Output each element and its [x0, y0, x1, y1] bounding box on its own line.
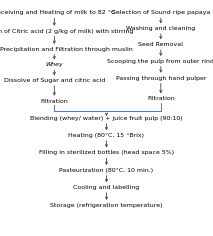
- Text: Dissolve of Sugar and citric acid: Dissolve of Sugar and citric acid: [4, 78, 105, 83]
- Text: Cooling and labelling: Cooling and labelling: [73, 185, 140, 190]
- Text: Heating (80°C, 15 °Brix): Heating (80°C, 15 °Brix): [69, 133, 144, 138]
- Text: Blending (whey/ water) + juice fruit pulp (90:10): Blending (whey/ water) + juice fruit pul…: [30, 116, 183, 121]
- Text: Whey: Whey: [45, 62, 63, 67]
- Text: Selection of Sound ripe papaya: Selection of Sound ripe papaya: [112, 10, 210, 16]
- Text: Pasteurization (80°C, 10 min.): Pasteurization (80°C, 10 min.): [59, 168, 154, 173]
- Text: Washing and cleaning: Washing and cleaning: [126, 26, 196, 31]
- Text: Addition of Citric acid (2 g/kg of milk) with stirring: Addition of Citric acid (2 g/kg of milk)…: [0, 29, 133, 34]
- Text: Seed Removal: Seed Removal: [138, 42, 183, 47]
- Text: Passing through hand pulper: Passing through hand pulper: [116, 76, 206, 81]
- Text: Scooping the pulp from outer rind: Scooping the pulp from outer rind: [107, 59, 213, 64]
- Text: Protein Precipitation and Filtration through muslin: Protein Precipitation and Filtration thr…: [0, 47, 133, 52]
- Text: Receiving and Heating of milk to 82 °C: Receiving and Heating of milk to 82 °C: [0, 10, 115, 16]
- Text: Filtration: Filtration: [147, 96, 175, 101]
- Text: Filling in sterilized bottles (head space 5%): Filling in sterilized bottles (head spac…: [39, 150, 174, 156]
- Text: Storage (refrigeration temperature): Storage (refrigeration temperature): [50, 203, 163, 208]
- Text: Filtration: Filtration: [40, 98, 68, 104]
